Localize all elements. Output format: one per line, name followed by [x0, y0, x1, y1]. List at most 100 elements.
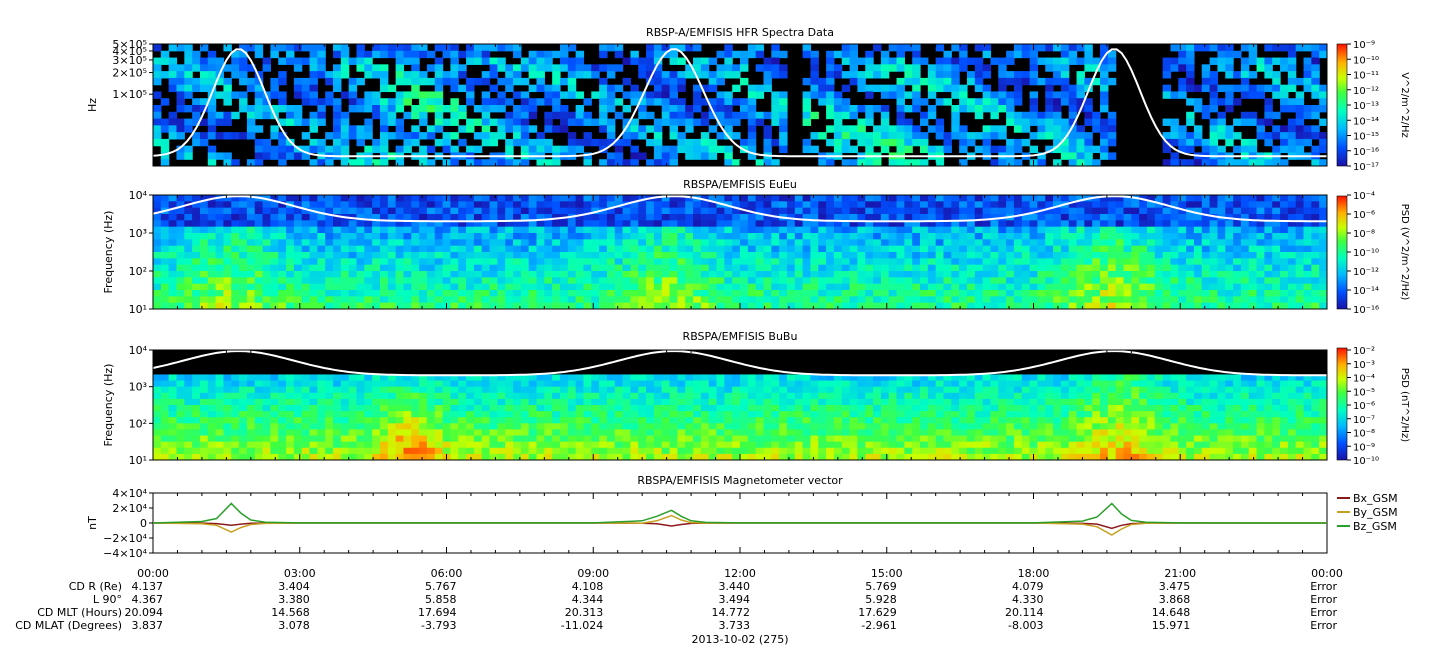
hfr-colorbar-ticks: 10⁻⁹ 10⁻¹⁰ 10⁻¹¹ 10⁻¹² 10⁻¹³ 10⁻¹⁴ 10⁻¹⁵ 10⁻¹⁶ 1… — [1347, 40, 1379, 173]
colorbar-tick-label: 10⁻⁷ — [1353, 415, 1375, 426]
ephemeris-row-label: CD MLT (Hours) — [37, 606, 122, 619]
x-tick-label: 00:00 — [1311, 567, 1343, 580]
ephemeris-value: 4.108 — [572, 580, 604, 593]
colorbar-tick-label: 10⁻¹⁴ — [1353, 116, 1379, 127]
colorbar-tick-label: 10⁻¹³ — [1353, 101, 1379, 112]
colorbar-tick-label: 10⁻⁵ — [1353, 387, 1375, 398]
legend-label: Bx_GSM — [1353, 492, 1398, 505]
x-tick-label: 15:00 — [871, 567, 903, 580]
bubu-y-axis-label: Frequency (Hz) — [102, 364, 115, 447]
colorbar-tick-label: 10⁻¹² — [1353, 267, 1379, 278]
ephemeris-value: 17.694 — [418, 606, 457, 619]
eueu-colorbar-ticks: 10⁻⁴ 10⁻⁶ 10⁻⁸ 10⁻¹⁰ 10⁻¹² 10⁻¹⁴ 10⁻¹⁶ — [1347, 191, 1379, 316]
ephemeris-value: 5.928 — [865, 593, 897, 606]
colorbar-tick-label: 10⁻⁹ — [1353, 442, 1375, 453]
y-tick-label: 5×10⁵ — [112, 38, 147, 51]
ephemeris-value: 3.837 — [132, 619, 164, 632]
ephemeris-value: 14.648 — [1152, 606, 1191, 619]
eueu-spectrogram — [153, 195, 1327, 309]
ephemeris-value: 3.404 — [278, 580, 310, 593]
x-tick-label: 03:00 — [284, 567, 316, 580]
ephemeris-row-label: L 90° — [93, 593, 122, 606]
eueu-y-axis-label: Frequency (Hz) — [102, 211, 115, 294]
y-tick-label: 4×10⁴ — [112, 487, 147, 500]
colorbar-tick-label: 10⁻⁴ — [1353, 191, 1375, 202]
colorbar-tick-label: 10⁻¹⁷ — [1353, 162, 1379, 173]
bubu-colorbar — [1336, 347, 1348, 461]
series-line-bx_gsm — [153, 522, 1327, 530]
eueu-colorbar — [1336, 195, 1348, 310]
magnetometer-panel: RBSPA/EMFISIS Magnetometer vector nT 4×1… — [86, 474, 1398, 560]
ephemeris-value: 17.629 — [858, 606, 897, 619]
ephemeris-value: 3.868 — [1159, 593, 1191, 606]
ephemeris-value: -3.793 — [421, 619, 456, 632]
ephemeris-value: 4.079 — [1012, 580, 1044, 593]
ephemeris-value: 20.114 — [1005, 606, 1044, 619]
legend-label: By_GSM — [1353, 506, 1398, 519]
bubu-panel: RBSPA/EMFISIS BuBu Frequency (Hz) 10⁴ 10³… — [102, 330, 1410, 467]
ephemeris-value: 20.094 — [125, 606, 164, 619]
colorbar-tick-label: 10⁻⁶ — [1353, 210, 1375, 221]
ephemeris-row-label: CD R (Re) — [69, 580, 122, 593]
eueu-colorbar-label: PSD (V^2/m^2/Hz) — [1399, 204, 1410, 301]
ephemeris-value: -2.961 — [861, 619, 896, 632]
y-tick-label: 10⁴ — [129, 189, 148, 202]
ephemeris-value: 3.494 — [719, 593, 751, 606]
ephemeris-value: 4.330 — [1012, 593, 1044, 606]
hfr-colorbar — [1336, 43, 1348, 167]
series-line-by_gsm — [153, 514, 1327, 536]
colorbar-tick-label: 10⁻¹² — [1353, 86, 1379, 97]
ephemeris-value: 4.344 — [572, 593, 604, 606]
hfr-panel-title: RBSP-A/EMFISIS HFR Spectra Data — [646, 26, 834, 39]
y-tick-label: 4×10⁵ — [112, 45, 147, 58]
ephemeris-value: 5.769 — [865, 580, 897, 593]
hfr-y-axis-label: Hz — [86, 98, 99, 112]
y-tick-label: 10³ — [129, 227, 147, 240]
ephemeris-value: 14.568 — [271, 606, 310, 619]
ephemeris-value: Error — [1310, 593, 1337, 606]
ephemeris-value: Error — [1310, 580, 1337, 593]
y-tick-label: 2×10⁵ — [112, 67, 147, 80]
ephemeris-value: 5.858 — [425, 593, 457, 606]
bubu-colorbar-label: PSD (nT^2/Hz) — [1399, 368, 1410, 442]
colorbar-tick-label: 10⁻⁸ — [1353, 429, 1375, 440]
x-tick-label: 00:00 — [137, 567, 169, 580]
colorbar-tick-label: 10⁻¹¹ — [1353, 71, 1379, 82]
y-tick-label: 10¹ — [129, 454, 147, 467]
colorbar-tick-label: 10⁻¹⁴ — [1353, 286, 1379, 297]
y-tick-label: 10¹ — [129, 303, 147, 316]
ephemeris-row-label: CD MLAT (Degrees) — [15, 619, 122, 632]
colorbar-tick-label: 10⁻² — [1353, 346, 1375, 357]
time-axis: 00:00 03:00 06:00 09:00 12:00 15:00 18:00 21:00… — [137, 44, 1343, 580]
x-tick-label: 06:00 — [431, 567, 463, 580]
bubu-panel-title: RBSPA/EMFISIS BuBu — [683, 330, 798, 343]
x-tick-label: 09:00 — [577, 567, 609, 580]
x-tick-label: 21:00 — [1164, 567, 1196, 580]
ephemeris-value: 20.313 — [565, 606, 604, 619]
ephemeris-value: -8.003 — [1008, 619, 1043, 632]
y-tick-label: 10² — [129, 265, 147, 278]
colorbar-tick-label: 10⁻¹⁰ — [1353, 248, 1379, 259]
hfr-colorbar-label: V^2/m^2/Hz — [1399, 72, 1410, 138]
bubu-spectrogram — [153, 350, 1327, 460]
ephemeris-value: -11.024 — [561, 619, 603, 632]
colorbar-tick-label: 10⁻⁴ — [1353, 374, 1375, 385]
ephemeris-value: 15.971 — [1152, 619, 1191, 632]
colorbar-tick-label: 10⁻¹⁶ — [1353, 147, 1379, 158]
ephemeris-value: 3.475 — [1159, 580, 1191, 593]
colorbar-tick-label: 10⁻⁹ — [1353, 40, 1375, 51]
series-line-bz_gsm — [153, 502, 1327, 524]
y-tick-label: 10² — [129, 417, 147, 430]
y-tick-label: 1×10⁵ — [112, 88, 147, 101]
x-tick-label: 18:00 — [1018, 567, 1050, 580]
eueu-panel-title: RBSPA/EMFISIS EuEu — [683, 178, 797, 191]
mag-panel-title: RBSPA/EMFISIS Magnetometer vector — [637, 474, 843, 487]
colorbar-tick-label: 10⁻¹⁰ — [1353, 55, 1379, 66]
ephemeris-value: Error — [1310, 606, 1337, 619]
y-tick-label: 10⁴ — [129, 344, 148, 357]
hfr-spectra-panel: RBSP-A/EMFISIS HFR Spectra Data Hz 5×10⁵… — [86, 26, 1410, 173]
ephemeris-value: 4.137 — [132, 580, 164, 593]
legend-label: Bz_GSM — [1353, 520, 1397, 533]
